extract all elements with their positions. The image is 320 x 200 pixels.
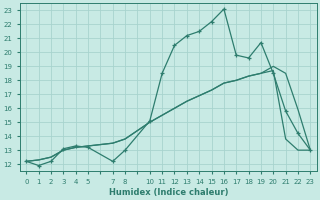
X-axis label: Humidex (Indice chaleur): Humidex (Indice chaleur): [108, 188, 228, 197]
